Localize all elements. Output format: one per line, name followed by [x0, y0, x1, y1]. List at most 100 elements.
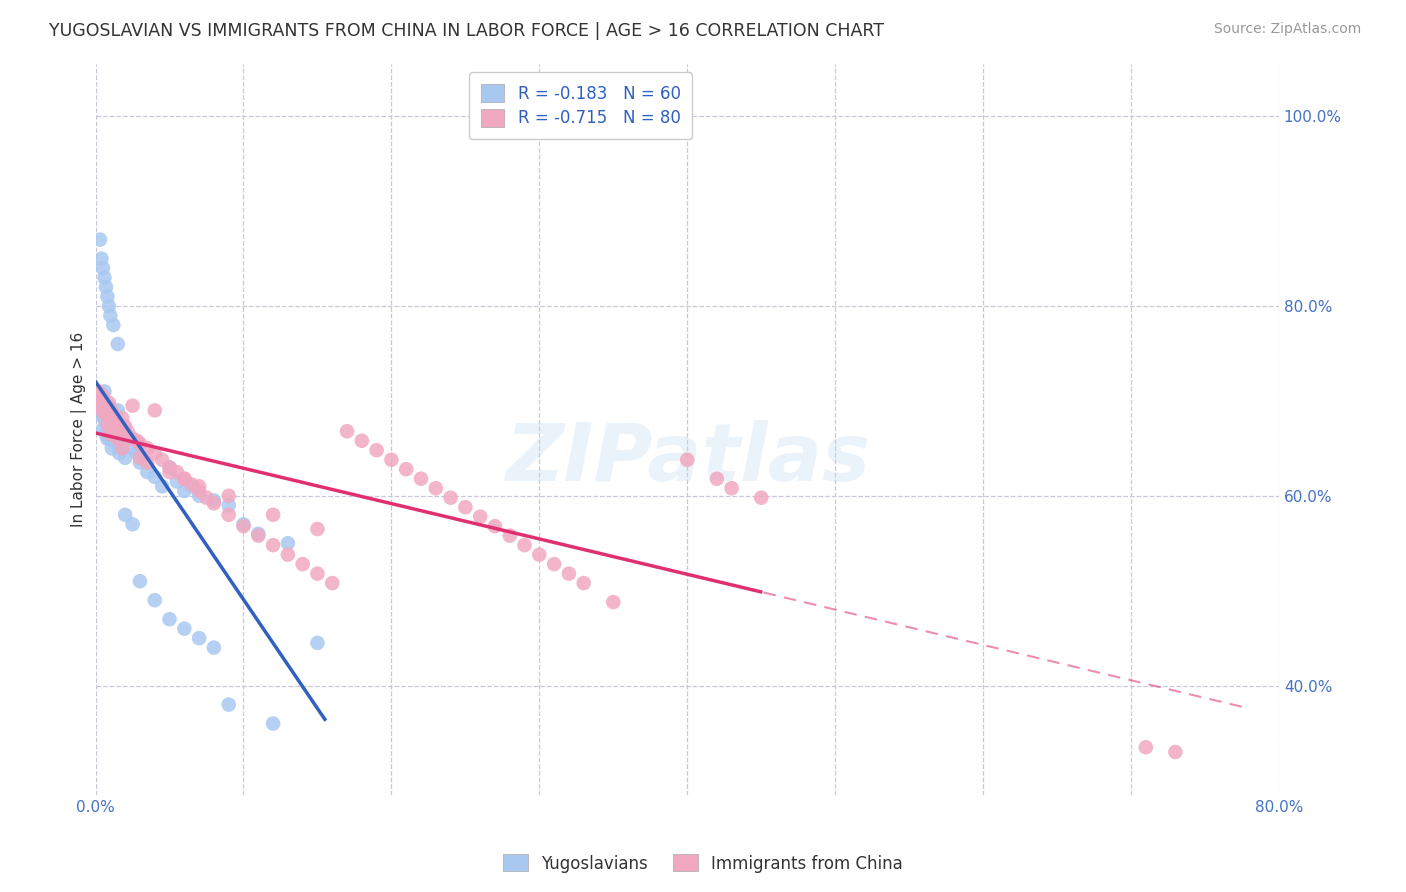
Point — [159, 612, 181, 626]
Point — [173, 472, 195, 486]
Point — [180, 479, 202, 493]
Point — [96, 289, 118, 303]
Point — [380, 452, 402, 467]
Point — [93, 413, 115, 427]
Point — [336, 424, 359, 438]
Point — [529, 548, 551, 562]
Legend: Yugoslavians, Immigrants from China: Yugoslavians, Immigrants from China — [496, 847, 910, 880]
Point — [96, 432, 118, 446]
Point — [87, 384, 110, 399]
Point — [94, 280, 117, 294]
Point — [143, 470, 166, 484]
Point — [91, 405, 114, 419]
Y-axis label: In Labor Force | Age > 16: In Labor Force | Age > 16 — [72, 332, 87, 527]
Point — [676, 452, 699, 467]
Point — [107, 403, 129, 417]
Point — [202, 493, 225, 508]
Point — [558, 566, 581, 581]
Point — [98, 401, 121, 416]
Point — [513, 538, 536, 552]
Point — [150, 452, 173, 467]
Point — [117, 432, 139, 446]
Point — [395, 462, 418, 476]
Point — [117, 425, 139, 440]
Point — [87, 403, 110, 417]
Point — [166, 475, 188, 489]
Point — [121, 442, 143, 456]
Point — [98, 427, 121, 442]
Point — [366, 443, 388, 458]
Point — [103, 318, 125, 332]
Point — [107, 337, 129, 351]
Point — [159, 460, 181, 475]
Point — [107, 415, 129, 429]
Point — [111, 442, 134, 456]
Point — [111, 411, 134, 425]
Legend: R = -0.183   N = 60, R = -0.715   N = 80: R = -0.183 N = 60, R = -0.715 N = 80 — [470, 72, 692, 139]
Point — [409, 472, 432, 486]
Point — [93, 384, 115, 399]
Point — [101, 442, 124, 456]
Point — [90, 408, 112, 422]
Point — [91, 261, 114, 276]
Point — [291, 557, 314, 571]
Point — [93, 270, 115, 285]
Point — [136, 465, 159, 479]
Point — [103, 422, 125, 436]
Point — [97, 299, 120, 313]
Point — [98, 432, 121, 446]
Point — [173, 484, 195, 499]
Point — [262, 538, 284, 552]
Point — [262, 716, 284, 731]
Point — [1135, 740, 1157, 755]
Point — [202, 640, 225, 655]
Text: YUGOSLAVIAN VS IMMIGRANTS FROM CHINA IN LABOR FORCE | AGE > 16 CORRELATION CHART: YUGOSLAVIAN VS IMMIGRANTS FROM CHINA IN … — [49, 22, 884, 40]
Point — [108, 420, 131, 434]
Point — [129, 456, 152, 470]
Point — [262, 508, 284, 522]
Point — [159, 465, 181, 479]
Point — [121, 517, 143, 532]
Point — [91, 389, 114, 403]
Point — [173, 622, 195, 636]
Point — [307, 636, 329, 650]
Point — [89, 233, 111, 247]
Point — [114, 419, 136, 434]
Point — [96, 417, 118, 432]
Point — [143, 403, 166, 417]
Point — [232, 519, 254, 533]
Point — [90, 252, 112, 266]
Point — [129, 450, 152, 465]
Point — [110, 432, 132, 446]
Point — [439, 491, 461, 505]
Point — [543, 557, 565, 571]
Point — [572, 576, 595, 591]
Point — [97, 399, 120, 413]
Point — [104, 422, 127, 436]
Point — [90, 399, 112, 413]
Point — [98, 413, 121, 427]
Point — [96, 408, 118, 422]
Point — [218, 508, 240, 522]
Point — [125, 434, 148, 448]
Point — [218, 489, 240, 503]
Point — [307, 566, 329, 581]
Point — [277, 536, 299, 550]
Point — [101, 405, 124, 419]
Point — [425, 481, 447, 495]
Point — [103, 427, 125, 442]
Point — [96, 417, 118, 432]
Point — [247, 526, 270, 541]
Point — [91, 393, 114, 408]
Point — [121, 432, 143, 446]
Point — [232, 517, 254, 532]
Point — [173, 472, 195, 486]
Point — [143, 446, 166, 460]
Point — [277, 548, 299, 562]
Point — [202, 496, 225, 510]
Point — [111, 442, 134, 456]
Point — [89, 393, 111, 408]
Point — [188, 479, 211, 493]
Point — [143, 593, 166, 607]
Point — [350, 434, 373, 448]
